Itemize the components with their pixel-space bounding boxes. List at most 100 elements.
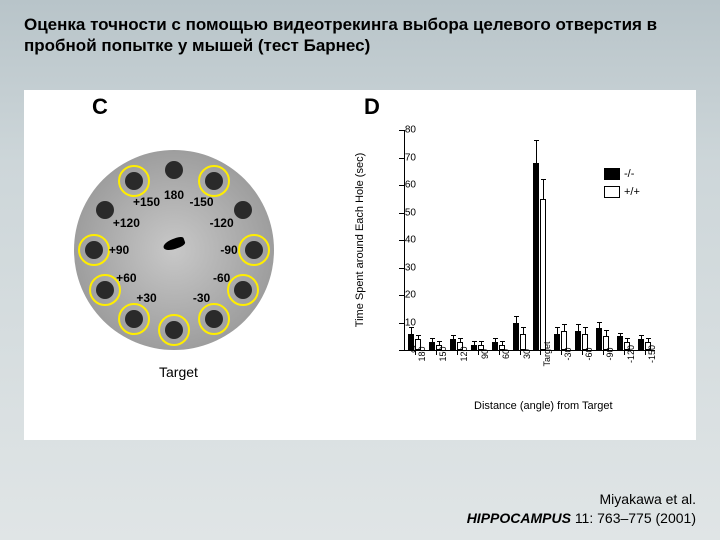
error-bar	[578, 325, 579, 331]
error-bar	[474, 342, 475, 345]
hole-label: -60	[213, 271, 230, 285]
error-bar	[564, 325, 565, 331]
legend-swatch	[604, 168, 620, 180]
xtick-label: 30	[522, 349, 532, 359]
maze-target-label: Target	[159, 364, 198, 380]
error-cap	[451, 335, 456, 336]
error-bar	[439, 342, 440, 345]
xtick	[520, 350, 521, 355]
error-cap	[493, 338, 498, 339]
chart-ylabel: Time Spent around Each Hole (sec)	[354, 153, 366, 327]
error-bar	[523, 328, 524, 334]
error-cap	[479, 341, 484, 342]
error-cap	[514, 316, 519, 317]
error-bar	[481, 342, 482, 345]
citation: Miyakawa et al. HIPPOCAMPUS 11: 763–775 …	[467, 490, 696, 528]
xtick-label: -90	[605, 347, 615, 360]
error-bar	[648, 339, 649, 342]
error-cap	[541, 179, 546, 180]
bar	[471, 345, 477, 351]
error-cap	[646, 338, 651, 339]
error-cap	[562, 324, 567, 325]
xtick-label: -120	[626, 345, 636, 363]
hole-label: -90	[220, 243, 237, 257]
citation-journal: HIPPOCAMPUS	[467, 510, 571, 526]
bar	[520, 334, 526, 351]
xtick-label: 150	[438, 346, 448, 361]
xtick-label: -150	[647, 345, 657, 363]
error-bar	[620, 334, 621, 337]
error-cap	[416, 335, 421, 336]
hole-label: 180	[164, 188, 184, 202]
error-cap	[618, 333, 623, 334]
legend-item: +/+	[604, 183, 640, 201]
xtick	[499, 350, 500, 355]
hole-label: -150	[189, 195, 213, 209]
bar	[533, 163, 539, 350]
mouse-icon	[162, 236, 186, 253]
error-bar	[606, 331, 607, 337]
xtick	[603, 350, 604, 355]
hole-label: +90	[109, 243, 129, 257]
ytick	[399, 350, 405, 351]
tracking-ring-icon	[238, 234, 270, 266]
error-cap	[597, 322, 602, 323]
error-cap	[555, 327, 560, 328]
error-cap	[430, 338, 435, 339]
ytick-label: 80	[405, 125, 416, 136]
bar	[429, 342, 435, 350]
error-bar	[516, 317, 517, 323]
error-cap	[625, 338, 630, 339]
error-bar	[599, 323, 600, 329]
error-bar	[627, 339, 628, 342]
bar	[617, 336, 623, 350]
tracking-ring-icon	[78, 234, 110, 266]
barnes-maze: 180-150-120-90-60-30+30+60+90+120+150 Ta…	[64, 120, 284, 380]
ytick-label: 40	[405, 235, 416, 246]
tracking-ring-icon	[118, 165, 150, 197]
bar	[575, 331, 581, 350]
xtick	[582, 350, 583, 355]
figure-panel: C D 180-150-120-90-60-30+30+60+90+120+15…	[24, 90, 696, 440]
panel-c-label: C	[92, 94, 108, 120]
bar	[450, 339, 456, 350]
slide-title: Оценка точности с помощью видеотрекинга …	[24, 14, 696, 57]
xtick	[478, 350, 479, 355]
ytick-label: 70	[405, 152, 416, 163]
maze-hole	[96, 201, 114, 219]
xtick	[457, 350, 458, 355]
error-bar	[543, 180, 544, 199]
xtick-label: -30	[563, 347, 573, 360]
hole-label: -30	[193, 291, 210, 305]
ytick-label: 30	[405, 262, 416, 273]
xtick-label: 60	[501, 349, 511, 359]
xtick-label: 120	[459, 346, 469, 361]
bar	[513, 323, 519, 351]
legend-swatch	[604, 186, 620, 198]
error-cap	[534, 140, 539, 141]
error-cap	[437, 341, 442, 342]
tracking-ring-icon	[158, 314, 190, 346]
error-cap	[500, 341, 505, 342]
xtick	[645, 350, 646, 355]
error-bar	[536, 141, 537, 163]
xtick	[624, 350, 625, 355]
chart-plot-area	[404, 130, 655, 351]
chart-xlabel: Distance (angle) from Target	[474, 400, 613, 412]
bar	[638, 339, 644, 350]
ytick-label: 20	[405, 290, 416, 301]
error-bar	[585, 328, 586, 334]
ytick-label: 60	[405, 180, 416, 191]
xtick-label: -60	[584, 347, 594, 360]
bar-chart: Time Spent around Each Hole (sec) Distan…	[354, 110, 674, 420]
bar	[492, 342, 498, 350]
error-bar	[411, 328, 412, 334]
error-cap	[639, 335, 644, 336]
error-cap	[521, 327, 526, 328]
hole-label: +120	[113, 216, 140, 230]
legend-item: -/-	[604, 165, 640, 183]
error-cap	[604, 330, 609, 331]
error-bar	[557, 328, 558, 334]
error-cap	[472, 341, 477, 342]
error-bar	[418, 336, 419, 339]
